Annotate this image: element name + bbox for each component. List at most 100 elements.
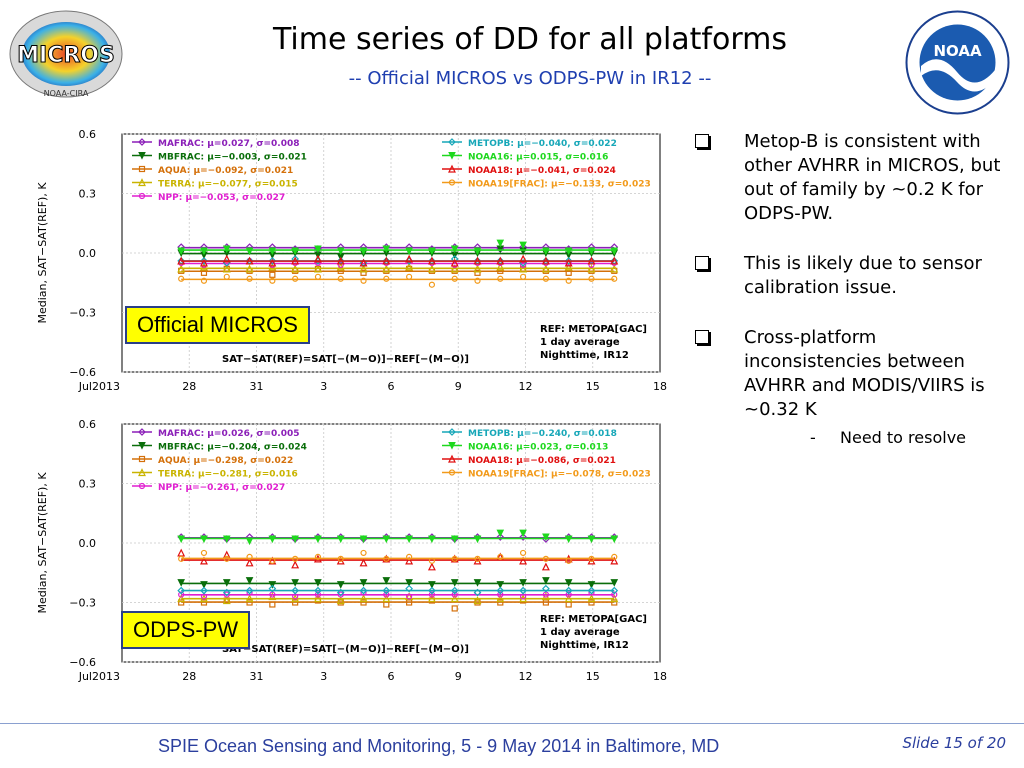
data-point bbox=[519, 533, 527, 541]
x-tick-label: 28 bbox=[182, 670, 196, 683]
data-point bbox=[222, 579, 231, 587]
chart-official-micros: 0.6 0.3 0.0 −0.3 −0.6 Median, SAT−SAT(REF), K… bbox=[36, 128, 667, 393]
data-point bbox=[427, 264, 436, 273]
page-title: Time series of DD for all platforms bbox=[273, 22, 787, 57]
data-point bbox=[200, 277, 208, 284]
data-point bbox=[565, 277, 572, 284]
series-noaa16 bbox=[177, 529, 619, 546]
data-point bbox=[450, 258, 459, 267]
data-point bbox=[405, 556, 414, 565]
slide-number: Slide 15 of 20 bbox=[902, 734, 1006, 752]
legend-marker bbox=[448, 454, 456, 463]
footer-text: SPIE Ocean Sensing and Monitoring, 5 - 9… bbox=[158, 736, 720, 756]
legend-item: NOAA18: μ=−0.086, σ=0.021 bbox=[442, 454, 616, 466]
data-point bbox=[542, 533, 550, 542]
data-point bbox=[336, 247, 345, 256]
data-point bbox=[245, 256, 254, 265]
data-point bbox=[245, 247, 254, 256]
bullet-text: This is likely due to sensor calibration… bbox=[744, 253, 982, 298]
data-point bbox=[337, 275, 344, 282]
data-point bbox=[542, 247, 550, 256]
x-tick-label: 28 bbox=[182, 380, 196, 393]
y-tick-label: 0.6 bbox=[79, 128, 97, 141]
legend-label: NOAA16: μ=0.023, σ=0.013 bbox=[468, 443, 608, 453]
info-annotation: Nighttime, IR12 bbox=[540, 640, 629, 651]
data-point bbox=[428, 281, 436, 288]
data-point bbox=[564, 247, 573, 256]
data-point bbox=[246, 553, 253, 560]
sub-bullet-text: Need to resolve bbox=[840, 428, 966, 447]
data-point bbox=[177, 594, 186, 603]
data-point bbox=[360, 277, 367, 284]
info-annotation: 1 day average bbox=[540, 337, 620, 348]
data-point bbox=[474, 277, 481, 284]
data-point bbox=[383, 275, 390, 282]
bullet-item: Cross-platform inconsistencies between A… bbox=[692, 326, 1012, 450]
micros-logo-ring: NOAA-CIRA bbox=[44, 89, 89, 98]
data-point bbox=[200, 247, 208, 256]
data-point bbox=[359, 579, 368, 587]
data-point bbox=[542, 555, 549, 562]
sub-bullet-item: - Need to resolve bbox=[744, 426, 1012, 450]
data-point bbox=[496, 256, 505, 265]
data-point bbox=[564, 262, 573, 271]
data-point bbox=[200, 257, 208, 265]
legend-marker bbox=[138, 482, 146, 490]
legend-marker bbox=[448, 442, 456, 450]
data-point bbox=[451, 275, 458, 282]
legend-label: AQUA: μ=−0.092, σ=0.021 bbox=[158, 166, 293, 176]
data-point bbox=[587, 256, 596, 265]
data-point bbox=[337, 555, 344, 562]
y-tick-label: 0.6 bbox=[79, 418, 97, 431]
data-point bbox=[587, 586, 596, 595]
data-point bbox=[473, 535, 482, 544]
data-point bbox=[428, 581, 436, 589]
chart-odps-pw: 0.6 0.3 0.0 −0.3 −0.6 Median, SAT−SAT(REF), K… bbox=[36, 418, 667, 683]
legend-label: MBFRAC: μ=−0.204, σ=0.024 bbox=[158, 443, 307, 453]
data-point bbox=[610, 535, 619, 544]
data-point bbox=[519, 549, 527, 557]
legend-marker bbox=[448, 152, 456, 160]
data-point bbox=[291, 264, 300, 273]
data-point bbox=[359, 535, 368, 544]
data-point bbox=[542, 275, 549, 282]
data-point bbox=[588, 555, 595, 562]
data-point bbox=[428, 586, 436, 595]
x-tick-label: 6 bbox=[388, 670, 395, 683]
series-noaa19-frac- bbox=[178, 549, 618, 564]
legend-marker bbox=[448, 138, 456, 146]
data-point bbox=[519, 254, 528, 263]
data-point bbox=[337, 261, 344, 268]
bullet-text: Metop-B is consistent with other AVHRR i… bbox=[744, 131, 1001, 224]
y-tick-label: −0.6 bbox=[69, 656, 96, 669]
data-point bbox=[588, 275, 595, 282]
data-point bbox=[269, 277, 276, 284]
y-tick-label: 0.3 bbox=[79, 188, 97, 201]
data-point bbox=[587, 581, 596, 589]
y-tick-label: −0.6 bbox=[69, 366, 96, 379]
data-point bbox=[496, 586, 505, 595]
x-tick-label: 18 bbox=[653, 380, 667, 393]
data-point bbox=[451, 605, 458, 612]
data-point bbox=[610, 594, 619, 603]
data-point bbox=[222, 264, 231, 273]
data-point bbox=[314, 553, 322, 560]
data-point bbox=[314, 579, 322, 587]
formula-annotation: SAT−SAT(REF)=SAT[−(M−O)]−REF[−(M−O)] bbox=[222, 644, 469, 655]
legend-label: MAFRAC: μ=0.026, σ=0.005 bbox=[158, 429, 300, 439]
data-point bbox=[428, 535, 436, 544]
data-point bbox=[519, 273, 527, 280]
data-point bbox=[450, 594, 459, 603]
data-point bbox=[314, 273, 322, 280]
legend-label: NOAA19[FRAC]: μ=−0.078, σ=0.023 bbox=[468, 470, 651, 480]
data-point bbox=[519, 264, 528, 273]
data-point bbox=[245, 586, 254, 595]
data-point bbox=[450, 579, 459, 587]
legend-label: MAFRAC: μ=0.027, σ=0.008 bbox=[158, 139, 300, 149]
data-point bbox=[269, 271, 276, 278]
legend-item: TERRA: μ=−0.077, σ=0.015 bbox=[132, 178, 298, 190]
x-tick-label: 12 bbox=[519, 670, 533, 683]
data-point bbox=[428, 247, 436, 256]
y-tick-label: −0.3 bbox=[69, 307, 96, 320]
data-point bbox=[450, 535, 459, 544]
